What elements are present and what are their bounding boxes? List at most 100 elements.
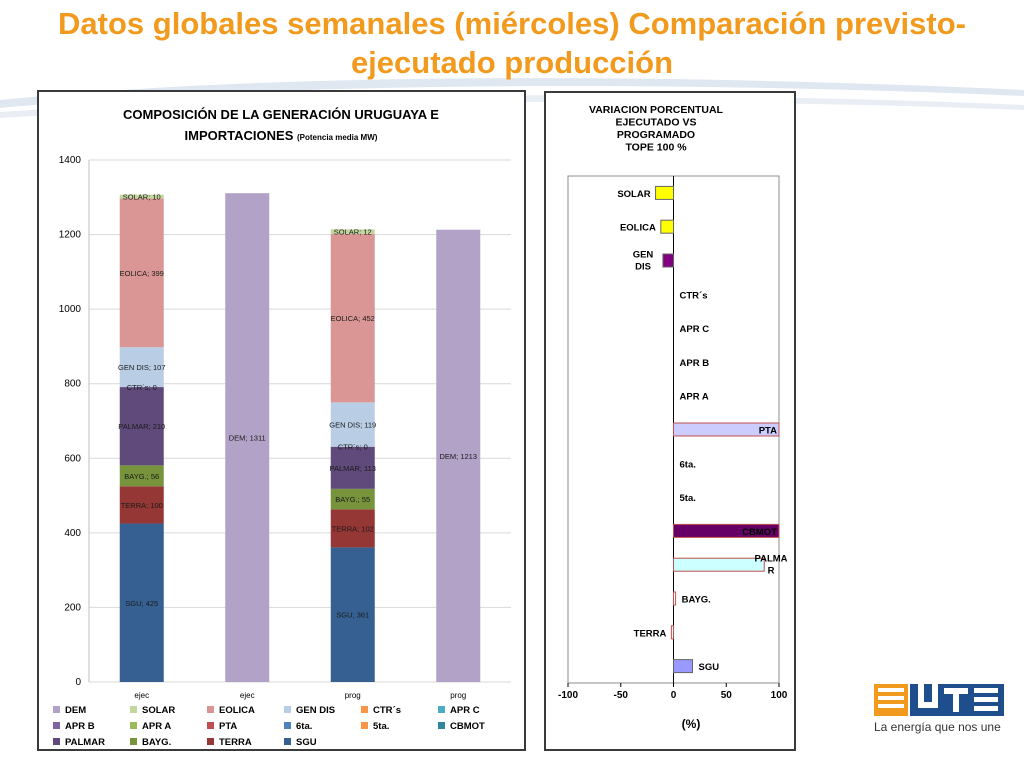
chart-title-line-1: COMPOSICIÓN DE LA GENERACIÓN URUGUAYA E [123,107,439,122]
legend-item-dem: DEM [53,705,86,716]
y-tick-label: 400 [64,528,81,539]
data-label: BAYG.; 56 [124,472,159,481]
x-tick-label: -100 [558,690,578,701]
legend-swatch [207,706,214,713]
legend-item-apr-b: APR B [53,721,95,732]
category-label: 5ta. [680,493,696,504]
category-label: GEN [633,250,654,261]
chart-title-line: EJECUTADO VS [616,117,697,129]
data-label: DEM; 1213 [439,452,477,461]
legend-swatch [53,738,60,745]
x-tick-label: 0 [671,690,677,701]
legend-item-gen-dis: GEN DIS [284,705,335,716]
legend-swatch [438,722,445,729]
bar-segment-eolica [119,198,164,348]
bar-segment-gen-dis [119,347,164,388]
bar-segment-bayg [330,488,375,510]
bar-pta [673,422,780,437]
category-label: TERRA [634,628,667,639]
legend-label: CBMOT [450,721,485,732]
data-label: GEN DIS; 119 [329,421,376,430]
bar-segment-sgu [330,547,375,682]
data-label: TERRA; 100 [121,501,163,510]
category-label: 6ta. [680,459,696,470]
data-label: SGU; 361 [336,611,369,620]
legend-label: PALMAR [65,737,105,748]
legend-label: TERRA [219,737,252,748]
x-category-label: prog [450,691,466,700]
legend-item-eolica: EOLICA [207,705,255,716]
data-label: PALMAR; 210 [118,422,165,431]
y-tick-label: 200 [64,602,81,613]
category-label: APR C [680,324,710,335]
legend-item-5ta: 5ta. [361,721,389,732]
x-tick-label: -50 [614,690,629,701]
bar-eolica [660,219,674,234]
bar-segment-dem [225,193,270,682]
bar-segment-dem [436,229,481,682]
legend-item-apr-a: APR A [130,721,171,732]
legend-label: BAYG. [142,737,171,748]
bar-segment-palmar [119,387,164,466]
chart-subtitle: (Potencia media MW) [297,133,378,142]
bar-palmar [673,557,765,572]
category-label: R [768,566,775,577]
bar-segment-terra [330,509,375,548]
x-category-label: ejec [134,691,149,700]
data-label: TERRA; 102 [332,524,374,533]
bar-segment-gen-dis [330,402,375,447]
data-label: GEN DIS; 107 [118,363,166,372]
legend-item-pta: PTA [207,721,237,732]
legend-swatch [207,722,214,729]
chart-title-line-2: IMPORTACIONES (Potencia media MW) [185,128,378,143]
category-label: APR A [680,392,709,403]
chart-title-line: TOPE 100 % [625,142,687,154]
category-label: PTA [759,426,777,437]
generation-composition-chart: COMPOSICIÓN DE LA GENERACIÓN URUGUAYA E I… [53,107,511,748]
data-label: SGU; 425 [125,599,158,608]
legend-label: EOLICA [219,705,255,716]
legend-item-palmar: PALMAR [53,737,105,748]
legend-label: APR B [65,721,95,732]
y-tick-label: 1000 [59,304,82,315]
x-axis-label: (%) [682,717,701,731]
chart-title-line: PROGRAMADO [617,129,695,141]
legend-label: 6ta. [296,721,312,732]
legend-item-bayg: BAYG. [130,737,171,748]
category-label: BAYG. [682,595,711,606]
bar-segment-palmar [330,446,375,489]
bar-segment-solar [330,229,375,234]
data-label: CTR´s; 0 [338,443,368,452]
legend-label: SOLAR [142,705,175,716]
legend-item-cbmot: CBMOT [438,721,485,732]
bar-segment-terra [119,486,164,524]
legend-swatch [284,706,291,713]
legend-label: APR C [450,705,480,716]
data-label: DEM; 1311 [229,434,266,443]
legend-label: PTA [219,721,237,732]
legend-swatch [53,706,60,713]
legend-item-sgu: SGU [284,737,317,748]
data-label: CTR´s; 0 [127,383,157,392]
y-tick-label: 800 [64,379,81,390]
legend-swatch [207,738,214,745]
data-label: EOLICA; 452 [331,314,375,323]
category-label: EOLICA [620,223,656,234]
data-label: EOLICA; 399 [120,269,164,278]
legend-label: APR A [142,721,171,732]
chart-title-line: VARIACION PORCENTUAL [589,104,724,116]
legend-swatch [130,738,137,745]
legend-swatch [284,722,291,729]
category-label: SGU [698,662,719,673]
bar-terra [670,625,674,640]
bar-gen-dis [662,253,674,268]
bar-cbmot [673,523,780,538]
slide-title: Datos globales semanales (miércoles) Com… [58,6,966,80]
ute-logo-emblem [874,684,1004,716]
y-tick-label: 1400 [59,155,82,166]
variation-panel: VARIACION PORCENTUAL EJECUTADO VS PROGRAMA… [544,91,796,751]
bar-segment-solar [119,194,164,199]
y-tick-label: 0 [75,677,81,688]
legend-swatch [284,738,291,745]
